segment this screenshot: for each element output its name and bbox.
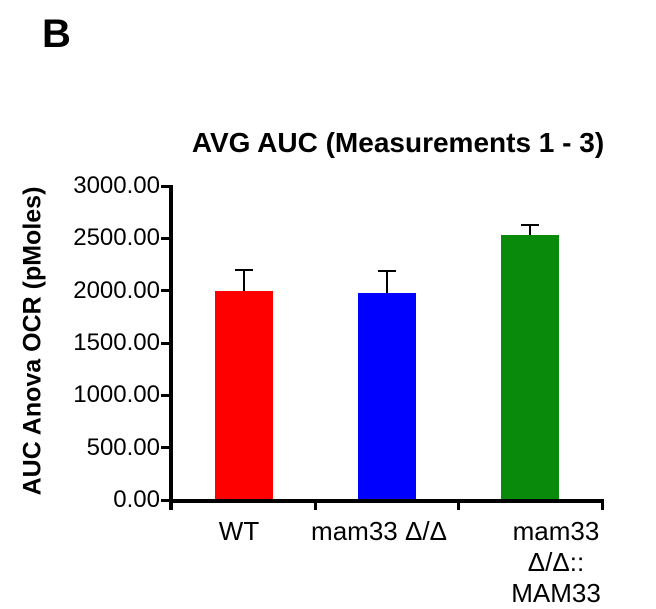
bar-wt <box>215 291 273 501</box>
bar-mam33-rescue <box>501 235 559 501</box>
y-axis-line <box>169 185 173 510</box>
y-tick-label: 1000.00 <box>73 381 160 408</box>
y-tick-mark <box>161 237 170 240</box>
panel-letter: B <box>42 12 71 56</box>
y-tick-label: 3000.00 <box>73 172 160 199</box>
bar-mam33-delta <box>358 293 416 501</box>
y-tick-label: 2000.00 <box>73 277 160 304</box>
y-tick-label: 0.00 <box>113 486 160 513</box>
y-tick-label: 500.00 <box>86 434 160 461</box>
chart-title: AVG AUC (Measurements 1 - 3) <box>191 127 605 158</box>
x-category-label-wt: WT <box>218 516 260 546</box>
y-tick-mark <box>161 394 170 397</box>
error-bar-cap <box>378 270 396 273</box>
error-bar-line <box>529 225 531 236</box>
y-tick-mark <box>161 289 170 292</box>
y-tick-mark <box>161 499 170 502</box>
x-tick-mark <box>457 499 460 510</box>
y-tick-mark <box>161 446 170 449</box>
x-axis-line <box>169 499 604 503</box>
x-tick-mark <box>601 499 604 510</box>
error-bar-cap <box>521 223 539 226</box>
error-bar-cap <box>235 269 253 272</box>
error-bar-line <box>243 271 245 291</box>
x-category-label-mam33-rescue: mam33 Δ/Δ:: MAM33 <box>511 516 601 608</box>
y-tick-mark <box>161 185 170 188</box>
y-tick-label: 2500.00 <box>73 224 160 251</box>
y-tick-mark <box>161 342 170 345</box>
error-bar-line <box>386 272 388 294</box>
x-tick-mark <box>314 499 317 510</box>
x-category-label-mam33-delta: mam33 Δ/Δ <box>311 516 447 546</box>
y-tick-label: 1500.00 <box>73 329 160 356</box>
